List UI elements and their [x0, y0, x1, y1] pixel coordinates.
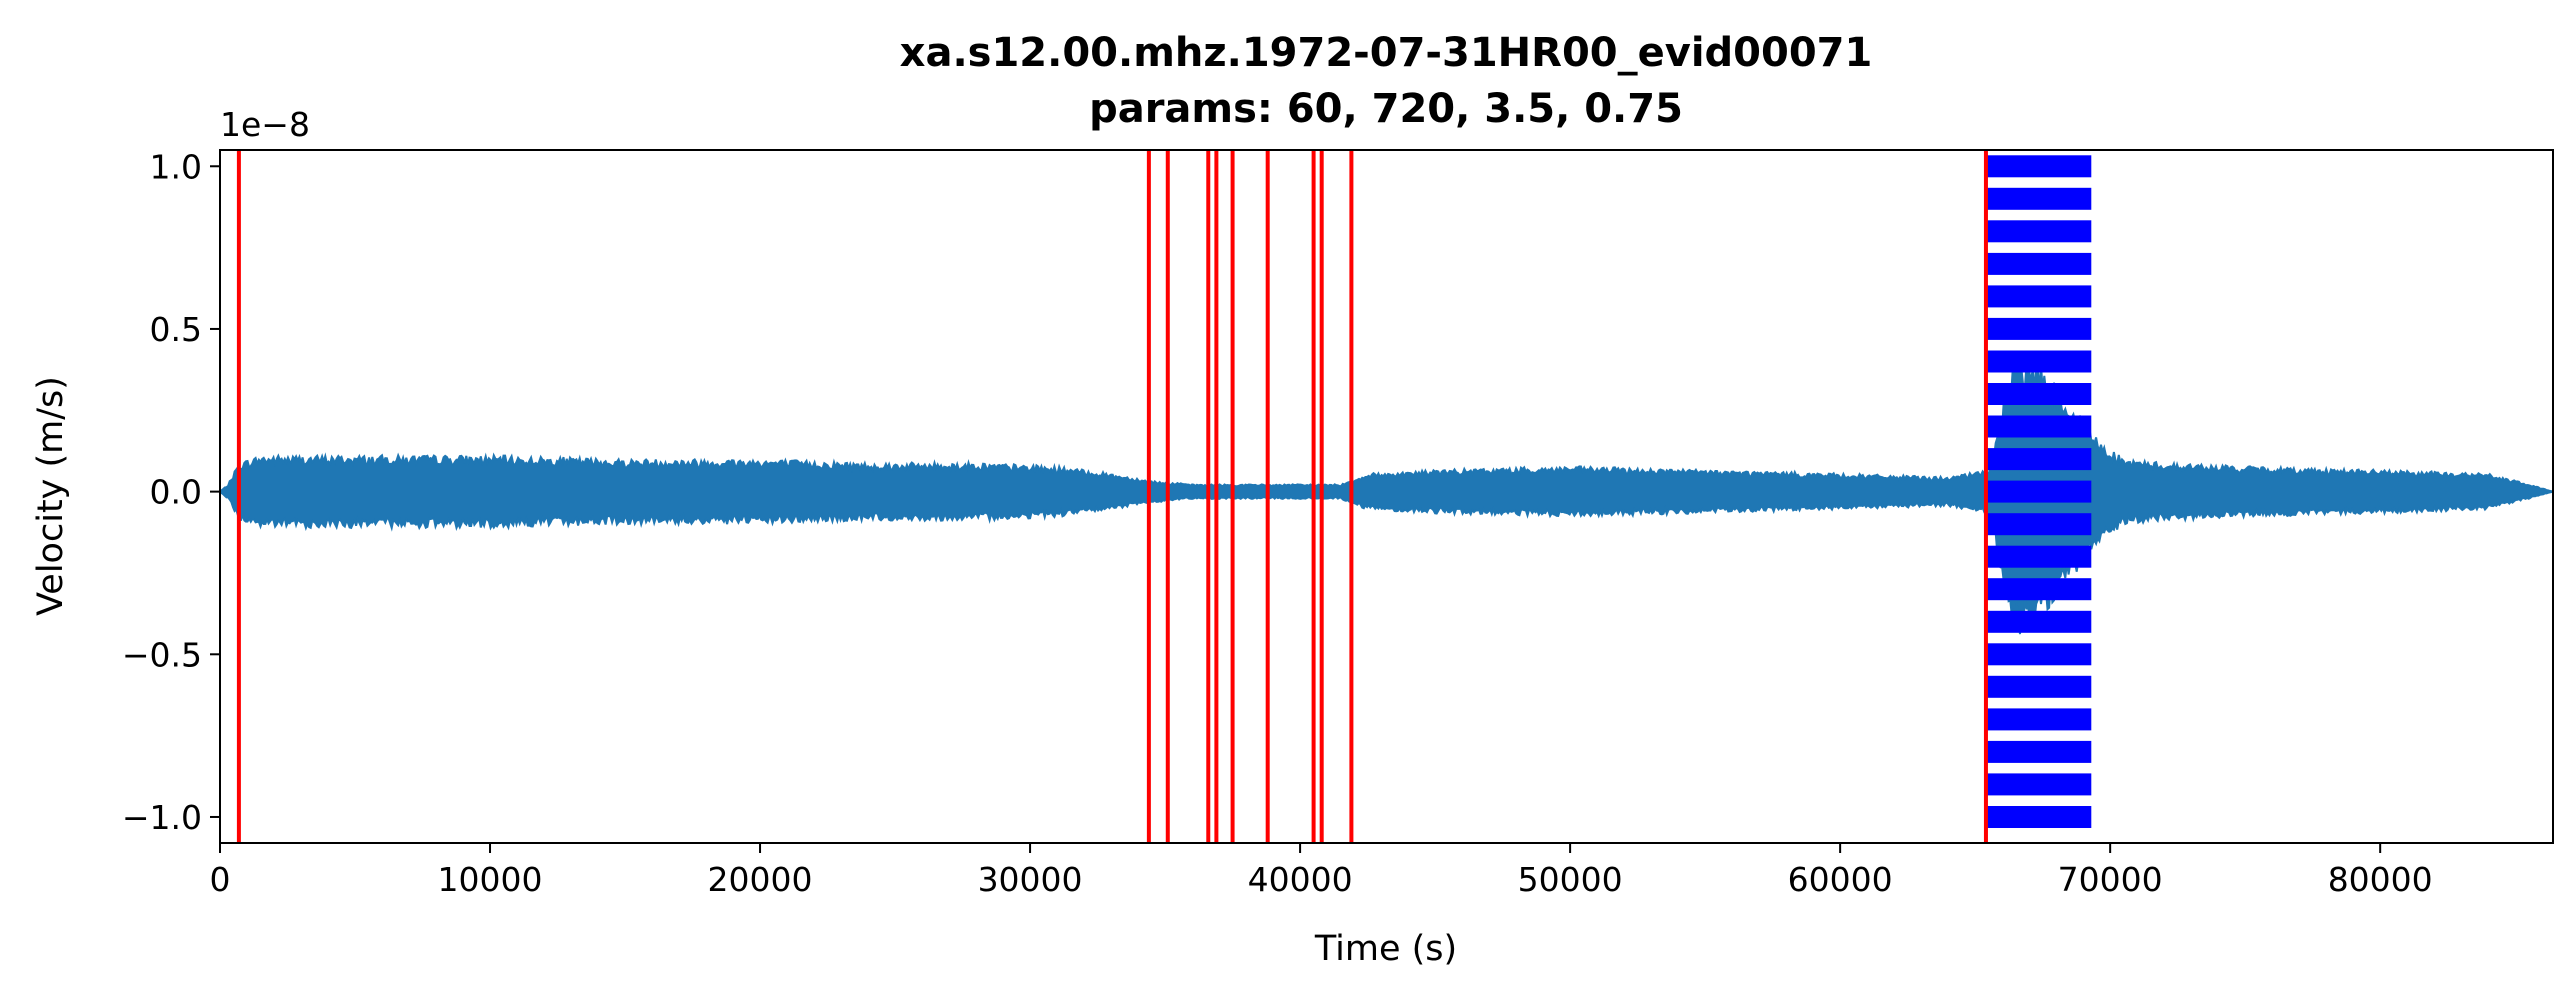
detection-bar	[1986, 285, 2092, 308]
detection-bar	[1986, 480, 2092, 503]
chart-subtitle: params: 60, 720, 3.5, 0.75	[1089, 86, 1683, 132]
detection-bar	[1986, 708, 2092, 731]
trigger-lines	[236, 150, 1988, 843]
y-axis-label: Velocity (m/s)	[31, 376, 71, 616]
detection-bar	[1986, 448, 2092, 471]
y-tick-label: 1.0	[150, 147, 202, 186]
detection-window	[1986, 155, 2092, 828]
x-tick-label: 40000	[1248, 860, 1353, 899]
x-axis-label: Time (s)	[1314, 929, 1457, 969]
chart-title: xa.s12.00.mhz.1972-07-31HR00_evid00071	[900, 30, 1873, 76]
detection-bar	[1986, 220, 2092, 243]
detection-bar	[1986, 740, 2092, 763]
plot-frame	[219, 149, 2554, 844]
detection-bar	[1986, 773, 2092, 796]
x-tick-label: 10000	[438, 860, 543, 899]
x-tick-label: 30000	[978, 860, 1083, 899]
detection-bar	[1986, 155, 2092, 178]
detection-bar	[1986, 317, 2092, 340]
detection-bar	[1986, 806, 2092, 828]
x-axis: 0 10000 20000 30000 40000 50000 60000 70000 8000…	[210, 843, 2433, 899]
y-tick-label: −1.0	[122, 798, 202, 837]
plot-area	[220, 150, 2553, 843]
y-tick-label: 0.5	[150, 310, 202, 349]
detection-bar	[1986, 187, 2092, 210]
detection-bar	[1986, 610, 2092, 633]
y-tick-label: 0.0	[150, 473, 202, 512]
y-axis: −1.0 −0.5 0.0 0.5 1.0	[122, 147, 220, 837]
x-tick-label: 50000	[1518, 860, 1623, 899]
y-offset-label: 1e−8	[220, 105, 310, 144]
detection-bar	[1986, 578, 2092, 601]
detection-bar	[1986, 643, 2092, 666]
velocity-trace	[220, 355, 2553, 635]
detection-bar	[1986, 513, 2092, 536]
detection-bar	[1986, 545, 2092, 568]
detection-bar	[1986, 675, 2092, 698]
x-tick-label: 60000	[1788, 860, 1893, 899]
x-tick-label: 20000	[708, 860, 813, 899]
x-tick-label: 0	[210, 860, 231, 899]
detection-bar	[1986, 415, 2092, 438]
x-tick-label: 80000	[2328, 860, 2433, 899]
x-tick-label: 70000	[2058, 860, 2163, 899]
y-tick-label: −0.5	[122, 635, 202, 674]
detection-bar	[1986, 350, 2092, 373]
detection-bar	[1986, 383, 2092, 405]
detection-bar	[1986, 252, 2092, 275]
